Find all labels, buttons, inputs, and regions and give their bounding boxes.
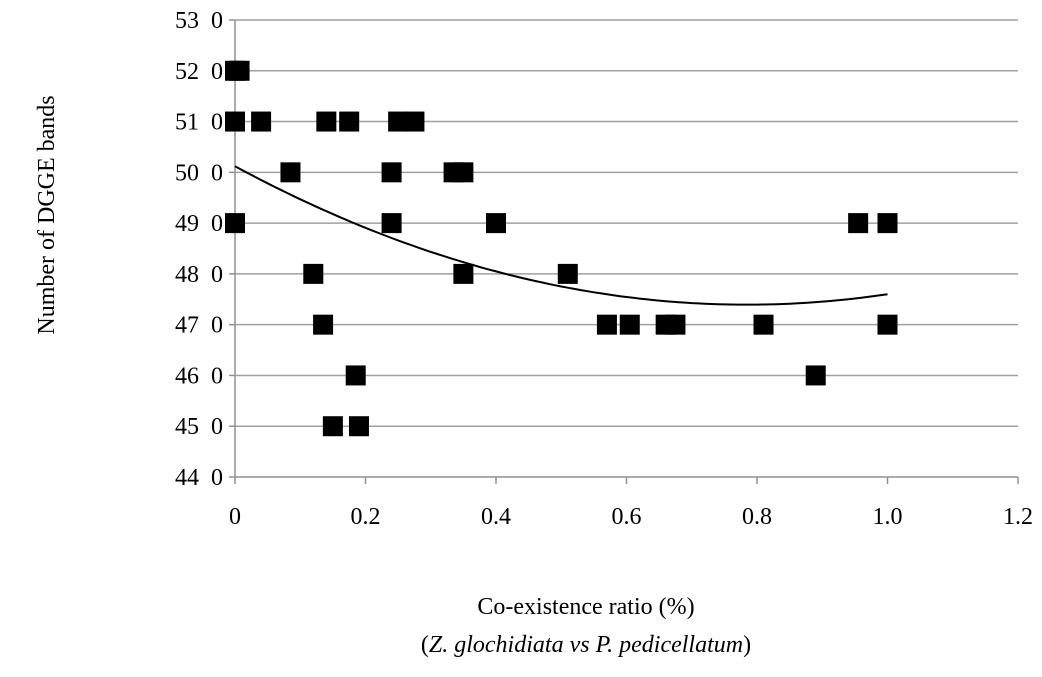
data-point [665, 314, 686, 335]
data-point [453, 263, 474, 284]
x-tick-label: 1.0 [873, 504, 903, 530]
trendline [234, 165, 888, 306]
y-tick-label: 48 [175, 262, 199, 288]
y-tick-label: 49 [175, 211, 199, 237]
data-point [753, 314, 774, 335]
y-tick-suffix: 0 [211, 160, 223, 186]
data-point [596, 314, 617, 335]
data-point [316, 111, 337, 132]
y-tick-label: 47 [175, 313, 199, 339]
data-point [280, 162, 301, 183]
data-point [229, 60, 250, 81]
data-point [619, 314, 640, 335]
x-tick-label: 1.2 [1003, 504, 1033, 530]
data-point [557, 263, 578, 284]
x-sublabel-species2: P. pedicellatum [595, 632, 744, 658]
y-tick-label: 50 [175, 160, 199, 186]
y-tick-suffix: 0 [211, 313, 223, 339]
data-point [339, 111, 360, 132]
y-tick-label: 52 [175, 59, 199, 85]
data-point [313, 314, 334, 335]
y-tick-suffix: 0 [211, 414, 223, 440]
y-tick-suffix: 0 [211, 110, 223, 136]
y-axis-label: Number of DGGE bands [34, 95, 60, 334]
x-tick-label: 0.4 [481, 504, 511, 530]
data-point [322, 416, 343, 437]
data-points [225, 60, 898, 437]
y-tick-label: 53 [175, 8, 199, 34]
y-tick-suffix: 0 [211, 363, 223, 389]
data-point [345, 365, 366, 386]
x-tick-label: 0.6 [612, 504, 642, 530]
y-tick-suffix: 0 [211, 211, 223, 237]
y-tick-suffix: 0 [211, 262, 223, 288]
y-tick-suffix: 0 [211, 59, 223, 85]
data-point [877, 314, 898, 335]
data-point [404, 111, 425, 132]
x-tick-label: 0.2 [351, 504, 381, 530]
data-point [251, 111, 272, 132]
y-tick-suffix: 0 [211, 465, 223, 491]
x-tick-label: 0.8 [742, 504, 772, 530]
data-point [805, 365, 826, 386]
y-tick-label: 45 [175, 414, 199, 440]
x-sublabel-species1: Z. glochidiata [428, 632, 564, 658]
x-axis-sublabel: (Z. glochidiata vs P. pedicellatum) [65, 632, 1042, 659]
data-point [848, 213, 869, 234]
data-point [486, 213, 506, 234]
y-tick-label: 44 [175, 465, 199, 491]
y-tick-label: 46 [175, 363, 199, 389]
y-tick-label: 51 [175, 110, 199, 136]
data-point [225, 111, 245, 132]
data-point [225, 213, 245, 234]
x-sublabel-open: ( [420, 632, 429, 658]
axes [229, 19, 1019, 484]
x-axis-label: Co-existence ratio (%) [477, 594, 695, 620]
x-sublabel-close: ) [743, 632, 752, 658]
data-point [381, 162, 402, 183]
data-point [348, 416, 369, 437]
data-point [388, 111, 409, 132]
x-tick-labels: 0 0.2 0.4 0.6 0.8 1.0 1.2 [229, 504, 1033, 530]
data-point [303, 263, 324, 284]
y-tick-labels: 44 0 45 0 46 0 47 0 48 0 49 0 50 0 51 0 52 0 53 0 [175, 8, 223, 491]
x-sublabel-vs: vs [569, 632, 590, 658]
data-point [453, 162, 474, 183]
data-point [381, 213, 402, 234]
y-tick-suffix: 0 [211, 8, 223, 34]
x-tick-label: 0 [229, 504, 241, 530]
data-point [877, 213, 898, 234]
